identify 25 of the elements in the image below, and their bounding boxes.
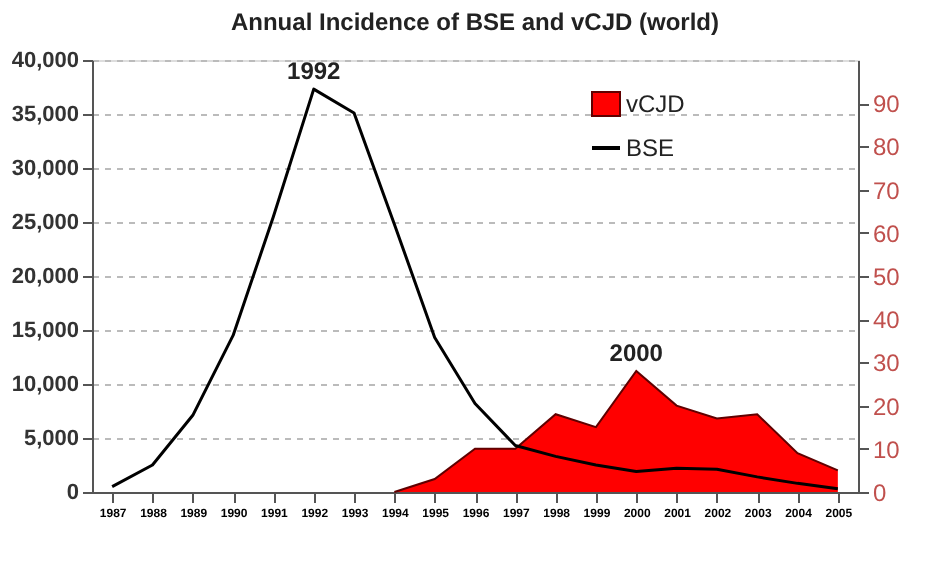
y2-tick-label: 50 — [873, 263, 901, 291]
y2-tick-label: 70 — [873, 176, 901, 205]
y-tick-label: 15,000 — [11, 319, 79, 343]
legend-label: vCJD — [626, 90, 686, 118]
annotation: 1992 — [287, 57, 342, 86]
y2-tick-label: 30 — [873, 349, 901, 378]
y-tick-label: 0 — [66, 481, 79, 505]
y-tick-label: 5,000 — [23, 427, 79, 451]
annotation: 2000 — [609, 339, 664, 368]
y-tick-label: 35,000 — [11, 103, 79, 127]
chart-title: Annual Incidence of BSE and vCJD (world) — [230, 8, 720, 36]
y-tick-label: 25,000 — [11, 211, 79, 235]
y-tick-label: 30,000 — [11, 157, 79, 181]
y2-tick-label: 10 — [873, 435, 901, 464]
y2-tick-label: 60 — [873, 219, 901, 248]
y2-tick-label: 90 — [873, 90, 901, 119]
y2-tick-label: 40 — [873, 306, 901, 335]
y-tick-label: 20,000 — [11, 265, 79, 289]
y-tick-label: 10,000 — [11, 373, 79, 397]
legend-label: BSE — [626, 134, 675, 162]
y2-tick-label: 80 — [873, 133, 901, 162]
y-tick-label: 40,000 — [11, 49, 79, 73]
y2-tick-label: 20 — [873, 392, 901, 421]
y2-tick-label: 0 — [873, 479, 887, 507]
line-series — [110, 87, 840, 491]
